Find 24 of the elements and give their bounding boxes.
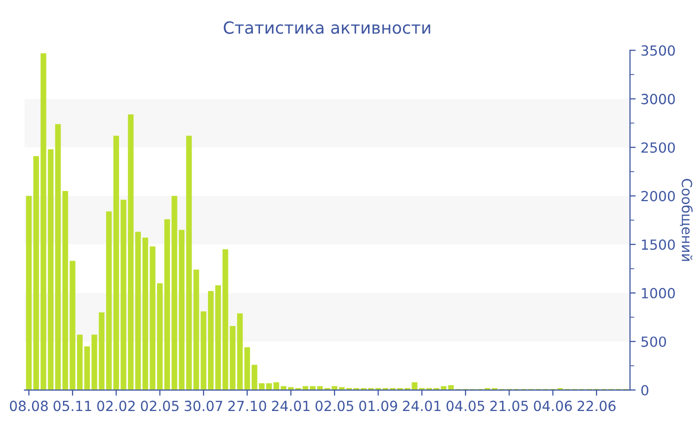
y-tick-label: 1500 (642, 239, 675, 250)
y-tick-label: 0 (641, 384, 648, 396)
x-tick-label: 27.10 (228, 400, 266, 412)
y-tick-label: 2500 (641, 142, 675, 153)
y-tick-label: 3000 (641, 94, 675, 104)
x-tick-label: 02.05 (316, 400, 354, 412)
x-tick-label: 02.05 (140, 400, 179, 412)
x-tick-label: 02.02 (97, 400, 135, 412)
y-tick-label: 2000 (641, 190, 675, 202)
x-tick-label: 22.06 (578, 400, 616, 412)
x-tick-label: 30.07 (184, 400, 222, 412)
x-tick-label: 24.01 (272, 400, 310, 412)
chart-title: Статистика активности (224, 21, 430, 34)
y-tick-label: 500 (641, 336, 666, 347)
x-tick-label: 05.11 (54, 400, 92, 412)
y-axis-title: Сообщений (680, 178, 693, 261)
x-tick-label: 04.05 (446, 400, 484, 412)
x-tick-label: 04.06 (534, 400, 572, 412)
x-tick-label: 24.01 (402, 400, 440, 412)
x-tick-label: 21.05 (490, 400, 528, 412)
y-tick-label: 1000 (642, 288, 675, 298)
x-tick-label: 08.08 (10, 400, 48, 412)
y-tick-label: 3500 (641, 45, 675, 56)
x-tick-label: 01.09 (359, 400, 398, 412)
